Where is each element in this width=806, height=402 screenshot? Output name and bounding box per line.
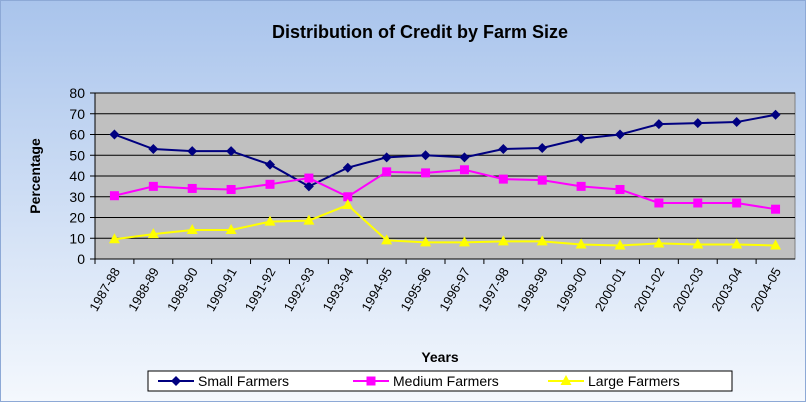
- marker: [225, 223, 237, 234]
- y-tick-label: 60: [69, 127, 85, 143]
- series-line: [114, 168, 776, 211]
- marker: [575, 238, 587, 249]
- marker: [537, 175, 547, 185]
- marker: [654, 198, 664, 208]
- marker: [459, 165, 469, 175]
- legend-label: Small Farmers: [198, 373, 289, 389]
- marker: [343, 192, 353, 202]
- marker: [771, 204, 781, 214]
- marker: [614, 239, 626, 250]
- y-tick-label: 20: [69, 210, 85, 226]
- marker: [265, 159, 275, 170]
- marker: [303, 181, 314, 192]
- marker: [498, 174, 508, 184]
- marker: [226, 146, 237, 157]
- marker: [303, 214, 315, 225]
- y-tick-label: 40: [69, 168, 85, 184]
- marker: [226, 184, 236, 194]
- marker: [420, 236, 432, 247]
- marker: [342, 199, 354, 210]
- legend: [147, 370, 733, 392]
- marker: [560, 375, 572, 385]
- marker: [109, 191, 119, 201]
- marker: [381, 152, 392, 163]
- marker: [692, 238, 704, 249]
- marker: [615, 184, 625, 194]
- y-axis-title: Percentage: [27, 138, 43, 214]
- marker: [421, 168, 431, 178]
- marker: [264, 215, 276, 226]
- marker: [653, 119, 664, 130]
- marker: [171, 376, 181, 386]
- marker: [537, 142, 548, 153]
- marker: [615, 129, 625, 140]
- marker: [109, 129, 120, 140]
- x-axis-title: Years: [421, 349, 459, 365]
- marker: [147, 228, 159, 239]
- marker: [692, 118, 703, 129]
- marker: [265, 179, 275, 189]
- legend-label: Medium Farmers: [393, 373, 499, 389]
- marker: [732, 198, 742, 208]
- marker: [381, 234, 393, 245]
- y-tick-label: 10: [69, 230, 85, 246]
- marker: [459, 152, 470, 163]
- marker: [187, 146, 198, 157]
- marker: [186, 223, 198, 234]
- marker: [342, 162, 353, 173]
- marker: [366, 376, 376, 386]
- marker: [420, 150, 431, 161]
- marker: [731, 238, 743, 249]
- marker: [770, 239, 782, 250]
- marker: [382, 167, 392, 177]
- marker: [653, 237, 665, 248]
- y-tick-label: 50: [69, 147, 85, 163]
- marker: [536, 235, 548, 246]
- marker: [304, 173, 314, 183]
- chart-title: Distribution of Credit by Farm Size: [272, 22, 568, 42]
- marker: [576, 133, 587, 144]
- legend-label: Large Farmers: [588, 373, 680, 389]
- marker: [148, 181, 158, 191]
- y-tick-label: 80: [69, 85, 85, 101]
- y-tick-label: 0: [77, 251, 85, 267]
- marker: [576, 181, 586, 191]
- series-line: [114, 113, 776, 188]
- y-tick-label: 30: [69, 189, 85, 205]
- marker: [770, 109, 781, 120]
- marker: [148, 144, 159, 155]
- marker: [731, 117, 742, 128]
- marker: [108, 233, 120, 244]
- marker: [497, 235, 509, 246]
- marker: [693, 198, 703, 208]
- series-line: [114, 203, 776, 247]
- marker: [187, 183, 197, 193]
- marker: [498, 144, 509, 155]
- marker: [458, 236, 470, 247]
- y-tick-label: 70: [69, 106, 85, 122]
